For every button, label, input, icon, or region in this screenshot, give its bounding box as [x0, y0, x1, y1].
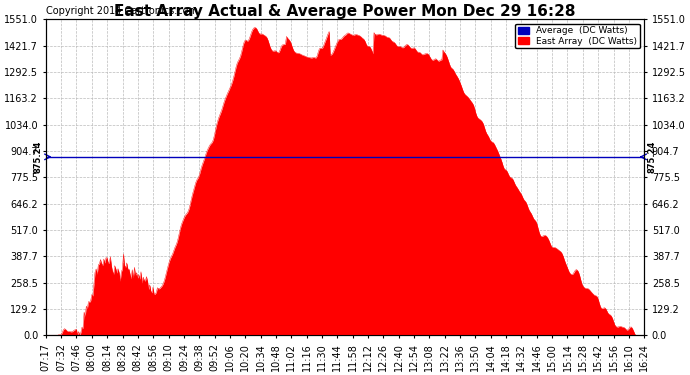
- Title: East Array Actual & Average Power Mon Dec 29 16:28: East Array Actual & Average Power Mon De…: [115, 4, 575, 19]
- Text: Copyright 2014 Cartronics.com: Copyright 2014 Cartronics.com: [46, 6, 198, 16]
- Text: 875.24: 875.24: [34, 141, 43, 173]
- Text: 875.24: 875.24: [647, 141, 656, 173]
- Legend: Average  (DC Watts), East Array  (DC Watts): Average (DC Watts), East Array (DC Watts…: [515, 24, 640, 48]
